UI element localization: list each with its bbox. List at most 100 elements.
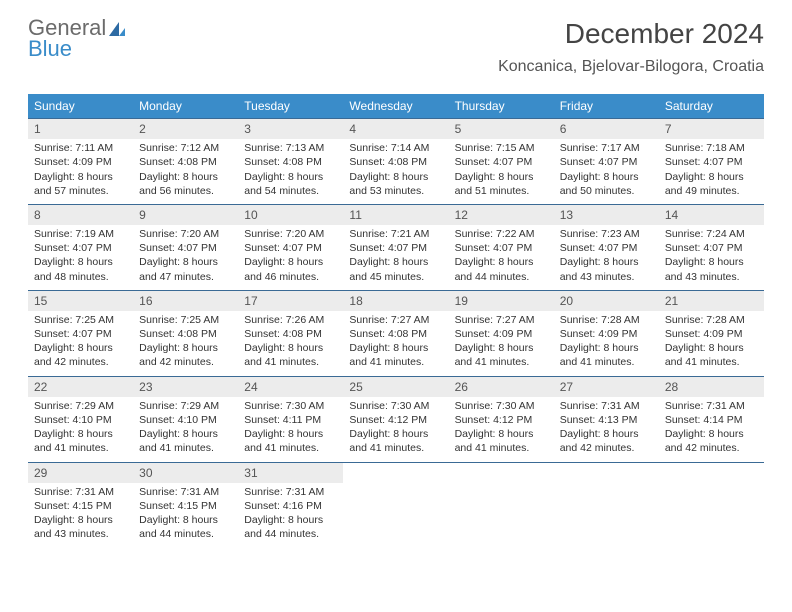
sunrise-text: Sunrise: 7:28 AM (665, 313, 758, 327)
day-cell (659, 463, 764, 548)
daylight-text-1: Daylight: 8 hours (349, 427, 442, 441)
daylight-text-1: Daylight: 8 hours (244, 513, 337, 527)
sunset-text: Sunset: 4:10 PM (139, 413, 232, 427)
sunset-text: Sunset: 4:07 PM (560, 241, 653, 255)
day-cell: 20Sunrise: 7:28 AMSunset: 4:09 PMDayligh… (554, 291, 659, 376)
day-number: 5 (449, 119, 554, 139)
daylight-text-1: Daylight: 8 hours (665, 427, 758, 441)
day-number: 4 (343, 119, 448, 139)
sunset-text: Sunset: 4:08 PM (349, 327, 442, 341)
daylight-text-1: Daylight: 8 hours (244, 427, 337, 441)
day-details: Sunrise: 7:27 AMSunset: 4:08 PMDaylight:… (343, 313, 448, 376)
daylight-text-2: and 42 minutes. (34, 355, 127, 369)
day-cell: 3Sunrise: 7:13 AMSunset: 4:08 PMDaylight… (238, 119, 343, 204)
daylight-text-1: Daylight: 8 hours (34, 341, 127, 355)
day-details: Sunrise: 7:19 AMSunset: 4:07 PMDaylight:… (28, 227, 133, 290)
day-number: 30 (133, 463, 238, 483)
sunset-text: Sunset: 4:07 PM (665, 241, 758, 255)
daylight-text-1: Daylight: 8 hours (349, 255, 442, 269)
daylight-text-1: Daylight: 8 hours (560, 427, 653, 441)
daylight-text-1: Daylight: 8 hours (455, 427, 548, 441)
day-details: Sunrise: 7:20 AMSunset: 4:07 PMDaylight:… (238, 227, 343, 290)
sunrise-text: Sunrise: 7:21 AM (349, 227, 442, 241)
sunrise-text: Sunrise: 7:30 AM (349, 399, 442, 413)
daylight-text-2: and 41 minutes. (349, 355, 442, 369)
day-details: Sunrise: 7:12 AMSunset: 4:08 PMDaylight:… (133, 141, 238, 204)
day-details: Sunrise: 7:31 AMSunset: 4:14 PMDaylight:… (659, 399, 764, 462)
daylight-text-1: Daylight: 8 hours (665, 341, 758, 355)
daylight-text-2: and 44 minutes. (139, 527, 232, 541)
sunrise-text: Sunrise: 7:13 AM (244, 141, 337, 155)
daylight-text-2: and 47 minutes. (139, 270, 232, 284)
day-details: Sunrise: 7:25 AMSunset: 4:07 PMDaylight:… (28, 313, 133, 376)
sunset-text: Sunset: 4:09 PM (34, 155, 127, 169)
day-header: Friday (554, 94, 659, 118)
day-details: Sunrise: 7:31 AMSunset: 4:16 PMDaylight:… (238, 485, 343, 548)
day-cell: 16Sunrise: 7:25 AMSunset: 4:08 PMDayligh… (133, 291, 238, 376)
day-details: Sunrise: 7:29 AMSunset: 4:10 PMDaylight:… (28, 399, 133, 462)
daylight-text-1: Daylight: 8 hours (665, 170, 758, 184)
sunrise-text: Sunrise: 7:20 AM (139, 227, 232, 241)
day-header: Sunday (28, 94, 133, 118)
day-cell: 28Sunrise: 7:31 AMSunset: 4:14 PMDayligh… (659, 377, 764, 462)
sunrise-text: Sunrise: 7:25 AM (139, 313, 232, 327)
sunrise-text: Sunrise: 7:17 AM (560, 141, 653, 155)
sunset-text: Sunset: 4:07 PM (139, 241, 232, 255)
day-details: Sunrise: 7:30 AMSunset: 4:12 PMDaylight:… (449, 399, 554, 462)
day-number: 18 (343, 291, 448, 311)
daylight-text-1: Daylight: 8 hours (244, 341, 337, 355)
daylight-text-2: and 41 minutes. (455, 355, 548, 369)
day-number: 15 (28, 291, 133, 311)
day-number: 13 (554, 205, 659, 225)
daylight-text-2: and 41 minutes. (665, 355, 758, 369)
day-number: 2 (133, 119, 238, 139)
sunset-text: Sunset: 4:07 PM (455, 241, 548, 255)
day-details: Sunrise: 7:31 AMSunset: 4:15 PMDaylight:… (28, 485, 133, 548)
brand-sail-icon (109, 22, 125, 36)
sunset-text: Sunset: 4:15 PM (34, 499, 127, 513)
sunset-text: Sunset: 4:12 PM (455, 413, 548, 427)
daylight-text-1: Daylight: 8 hours (455, 170, 548, 184)
day-details: Sunrise: 7:21 AMSunset: 4:07 PMDaylight:… (343, 227, 448, 290)
sunrise-text: Sunrise: 7:31 AM (244, 485, 337, 499)
day-number: 6 (554, 119, 659, 139)
day-details: Sunrise: 7:23 AMSunset: 4:07 PMDaylight:… (554, 227, 659, 290)
daylight-text-2: and 57 minutes. (34, 184, 127, 198)
sunrise-text: Sunrise: 7:31 AM (34, 485, 127, 499)
day-details: Sunrise: 7:28 AMSunset: 4:09 PMDaylight:… (554, 313, 659, 376)
header: General Blue December 2024 Koncanica, Bj… (0, 0, 792, 84)
daylight-text-1: Daylight: 8 hours (34, 513, 127, 527)
week-row: 1Sunrise: 7:11 AMSunset: 4:09 PMDaylight… (28, 118, 764, 204)
sunset-text: Sunset: 4:07 PM (665, 155, 758, 169)
sunrise-text: Sunrise: 7:19 AM (34, 227, 127, 241)
day-number: 20 (554, 291, 659, 311)
day-cell: 2Sunrise: 7:12 AMSunset: 4:08 PMDaylight… (133, 119, 238, 204)
day-number: 27 (554, 377, 659, 397)
day-number (449, 463, 554, 467)
day-details: Sunrise: 7:31 AMSunset: 4:15 PMDaylight:… (133, 485, 238, 548)
sunrise-text: Sunrise: 7:11 AM (34, 141, 127, 155)
daylight-text-2: and 41 minutes. (349, 441, 442, 455)
day-number: 3 (238, 119, 343, 139)
week-row: 15Sunrise: 7:25 AMSunset: 4:07 PMDayligh… (28, 290, 764, 376)
day-cell: 25Sunrise: 7:30 AMSunset: 4:12 PMDayligh… (343, 377, 448, 462)
daylight-text-2: and 56 minutes. (139, 184, 232, 198)
daylight-text-2: and 41 minutes. (560, 355, 653, 369)
daylight-text-1: Daylight: 8 hours (139, 513, 232, 527)
daylight-text-2: and 43 minutes. (34, 527, 127, 541)
sunrise-text: Sunrise: 7:20 AM (244, 227, 337, 241)
brand-logo: General Blue (28, 18, 125, 60)
weeks-container: 1Sunrise: 7:11 AMSunset: 4:09 PMDaylight… (28, 118, 764, 547)
day-cell: 17Sunrise: 7:26 AMSunset: 4:08 PMDayligh… (238, 291, 343, 376)
day-headers-row: SundayMondayTuesdayWednesdayThursdayFrid… (28, 94, 764, 118)
day-number: 11 (343, 205, 448, 225)
daylight-text-2: and 44 minutes. (455, 270, 548, 284)
daylight-text-1: Daylight: 8 hours (665, 255, 758, 269)
daylight-text-1: Daylight: 8 hours (139, 255, 232, 269)
week-row: 22Sunrise: 7:29 AMSunset: 4:10 PMDayligh… (28, 376, 764, 462)
day-details: Sunrise: 7:30 AMSunset: 4:12 PMDaylight:… (343, 399, 448, 462)
sunset-text: Sunset: 4:09 PM (455, 327, 548, 341)
calendar: SundayMondayTuesdayWednesdayThursdayFrid… (28, 94, 764, 547)
daylight-text-2: and 42 minutes. (560, 441, 653, 455)
daylight-text-2: and 46 minutes. (244, 270, 337, 284)
